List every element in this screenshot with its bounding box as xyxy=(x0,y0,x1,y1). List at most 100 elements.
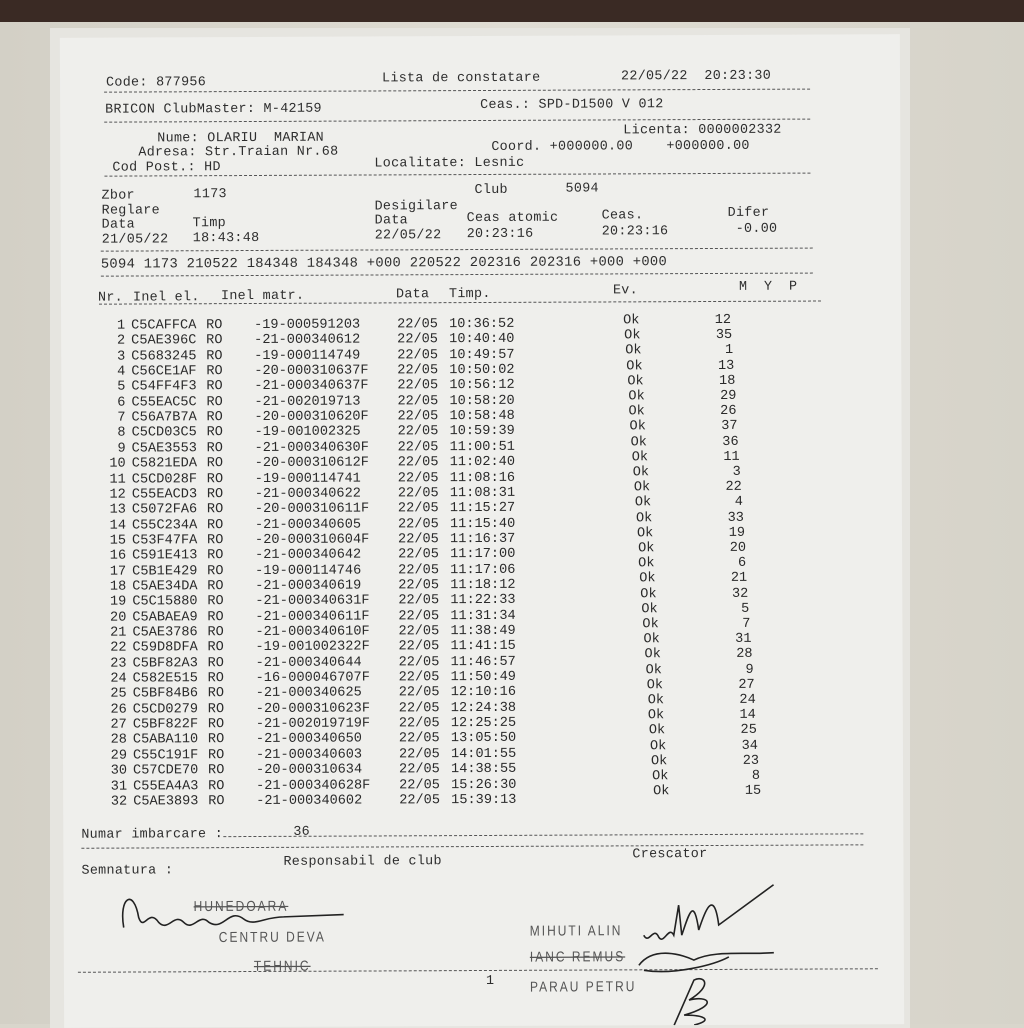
rank: 29 xyxy=(720,388,737,404)
arrival-time: 12:25:25 xyxy=(450,715,517,732)
row-number: 16 xyxy=(109,548,127,564)
country: RO xyxy=(206,471,224,487)
country: RO xyxy=(207,548,224,564)
ring-number: -19-000114749 xyxy=(254,348,361,364)
status: Ok xyxy=(645,662,662,678)
arrival-date: 22/05 xyxy=(398,547,439,563)
row-number: 24 xyxy=(110,671,127,687)
arrival-date: 22/05 xyxy=(398,685,440,701)
arrival-time: 12:10:16 xyxy=(450,685,517,701)
witness-1: MIHUTI ALIN xyxy=(529,921,623,940)
arrival-date: 22/05 xyxy=(397,501,439,517)
rank: 20 xyxy=(729,540,747,556)
arrival-time: 10:59:39 xyxy=(449,424,515,440)
row-number: 6 xyxy=(117,395,126,411)
ring-number: -20-000310634 xyxy=(256,762,363,779)
country: RO xyxy=(207,625,224,641)
postal-code: Cod Post.: HD xyxy=(112,160,221,176)
ring-number: -21-000340631F xyxy=(255,593,370,610)
arrival-time: 10:36:52 xyxy=(449,316,515,333)
arrival-time: 11:02:40 xyxy=(449,454,515,471)
rank: 26 xyxy=(720,404,737,420)
arrival-time: 15:39:13 xyxy=(451,792,517,808)
arrival-time: 11:00:51 xyxy=(449,439,515,455)
divider xyxy=(81,844,864,849)
electronic-ring: C55C191F xyxy=(132,748,199,764)
ring-number: -19-000114741 xyxy=(254,471,361,487)
row-number: 12 xyxy=(109,487,126,503)
electronic-ring: C5BF84B6 xyxy=(132,686,199,702)
rank: 27 xyxy=(738,677,755,693)
arrival-date: 22/05 xyxy=(397,332,438,348)
status: Ok xyxy=(652,769,669,785)
col-data: Data xyxy=(395,287,430,303)
arrival-date: 22/05 xyxy=(398,670,440,686)
breeder-label: Crescator xyxy=(632,847,708,863)
row-number: 20 xyxy=(110,610,127,626)
electronic-ring: C5683245 xyxy=(131,348,197,365)
rank: 31 xyxy=(735,632,752,648)
electronic-ring: C5AE396C xyxy=(131,333,197,349)
arrival-date: 22/05 xyxy=(397,470,439,486)
country: RO xyxy=(207,671,225,687)
document-page: Code: 877956 Lista de constatare 22/05/2… xyxy=(59,34,905,1028)
document-title: Lista de constatare xyxy=(381,70,541,87)
row-number: 15 xyxy=(109,533,127,549)
electronic-ring: C5072FA6 xyxy=(131,502,198,518)
arrival-date: 22/05 xyxy=(397,455,439,471)
row-number: 8 xyxy=(117,425,126,442)
ring-number: -21-002019719F xyxy=(255,716,371,733)
arrival-time: 10:56:12 xyxy=(449,378,515,394)
arrival-date: 22/05 xyxy=(398,624,440,640)
arrival-time: 11:38:49 xyxy=(450,623,516,640)
country: RO xyxy=(206,364,223,380)
arrival-date: 22/05 xyxy=(398,731,440,747)
rank: 36 xyxy=(722,434,739,450)
status: Ok xyxy=(642,617,659,633)
arrival-date: 22/05 xyxy=(397,393,439,410)
country: RO xyxy=(206,456,224,472)
arrival-date: 22/05 xyxy=(397,486,439,502)
desigilare-date: 22/05/22 xyxy=(374,228,442,244)
row-number: 19 xyxy=(109,594,127,610)
rank: 8 xyxy=(751,768,761,784)
country: RO xyxy=(208,763,225,779)
row-number: 30 xyxy=(110,763,128,779)
row-number: 9 xyxy=(117,441,126,457)
electronic-ring: C5CD03C5 xyxy=(131,425,197,441)
row-number: 28 xyxy=(110,732,127,749)
country: RO xyxy=(208,793,225,810)
row-number: 22 xyxy=(110,640,127,656)
col-myp: M Y P xyxy=(738,279,798,295)
row-number: 11 xyxy=(109,472,126,488)
club-signature xyxy=(121,898,344,928)
ring-number: -19-000591203 xyxy=(254,317,361,333)
electronic-ring: C53F47FA xyxy=(132,533,198,549)
country: RO xyxy=(207,686,225,702)
arrival-date: 22/05 xyxy=(397,363,439,379)
arrival-time: 11:31:34 xyxy=(450,608,516,624)
electronic-ring: C5C15880 xyxy=(132,594,198,610)
rank: 12 xyxy=(714,312,732,328)
row-number: 27 xyxy=(110,717,127,733)
rank: 37 xyxy=(721,419,738,435)
rank: 32 xyxy=(731,586,749,602)
country: RO xyxy=(207,747,225,763)
status: Ok xyxy=(647,708,665,724)
rank: 1 xyxy=(725,343,734,359)
rank: 9 xyxy=(745,662,754,678)
country: RO xyxy=(206,517,224,533)
reglare-time: 18:43:48 xyxy=(192,230,260,247)
status: Ok xyxy=(635,510,653,526)
numar-label: Numar imbarcare : xyxy=(81,827,224,843)
row-number: 23 xyxy=(110,656,127,672)
country: RO xyxy=(206,410,223,426)
ring-number: -20-000310612F xyxy=(254,455,369,472)
arrival-date: 22/05 xyxy=(397,409,439,425)
country: RO xyxy=(207,655,224,671)
ring-number: -20-000310623F xyxy=(255,701,371,717)
row-number: 7 xyxy=(117,410,126,426)
status: Ok xyxy=(653,784,670,800)
electronic-ring: C56A7B7A xyxy=(131,410,197,426)
data-label: Data xyxy=(101,217,136,233)
